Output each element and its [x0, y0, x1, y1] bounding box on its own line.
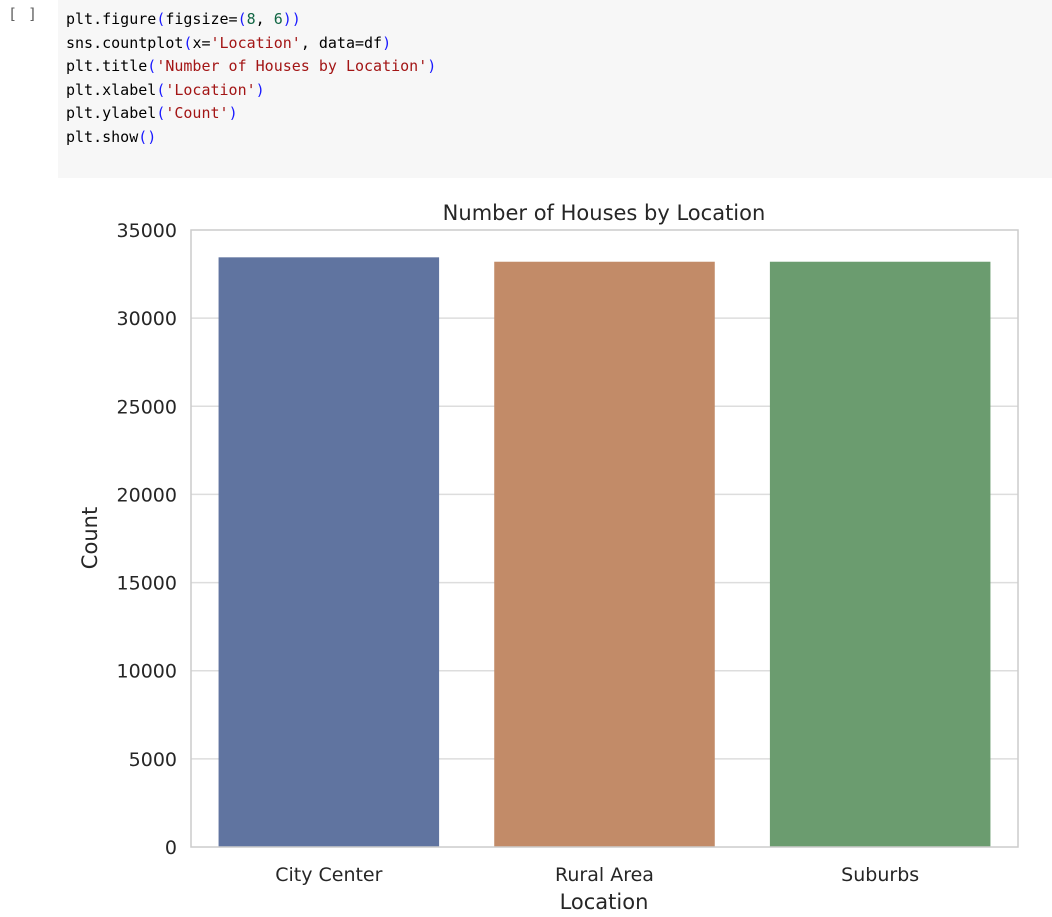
- x-tick-label: City Center: [275, 864, 382, 886]
- code-token: figsize=: [165, 10, 238, 28]
- code-token: x=: [192, 33, 211, 52]
- code-token: ): [427, 57, 437, 75]
- code-token: (: [156, 80, 166, 99]
- code-token: ): [382, 33, 392, 52]
- bar-suburbs: [769, 261, 991, 847]
- code-token: sns.countplot: [66, 33, 184, 52]
- bar-rural-area: [494, 261, 715, 847]
- code-token: 'Number of Houses by Location': [156, 57, 428, 75]
- y-tick-label: 15000: [117, 573, 177, 595]
- code-token: ): [291, 10, 301, 28]
- code-token: plt.show: [66, 127, 139, 146]
- y-axis-label: Count: [78, 507, 102, 569]
- cell-output: 0 5000 10000 15000 20000 25000 30000 35000 City…: [0, 178, 1052, 914]
- code-token: ): [147, 127, 157, 146]
- code-token: 6: [273, 10, 283, 28]
- bar-chart: 0 5000 10000 15000 20000 25000 30000 35000 City…: [78, 201, 1019, 914]
- code-line[interactable]: plt.show(): [66, 128, 156, 146]
- y-tick-label: 20000: [117, 484, 177, 506]
- code-token: 'Count': [165, 104, 229, 122]
- code-token: (: [147, 57, 157, 75]
- code-token: plt.title: [66, 57, 148, 75]
- code-line[interactable]: plt.title('Number of Houses by Location'…: [66, 57, 436, 75]
- code-token: ): [282, 10, 292, 28]
- y-tick-label: 25000: [117, 396, 177, 418]
- code-token: (: [156, 104, 166, 122]
- code-token: (: [156, 10, 166, 28]
- y-tick-label: 5000: [129, 749, 177, 771]
- y-tick-label: 0: [165, 837, 177, 859]
- code-token: plt.figure: [66, 10, 157, 28]
- run-cell-button[interactable]: [ ]: [8, 5, 39, 23]
- code-line[interactable]: plt.ylabel('Count'): [66, 104, 238, 122]
- code-line[interactable]: plt.xlabel('Location'): [66, 81, 265, 99]
- code-token: plt.xlabel: [66, 80, 157, 99]
- axes-frame: [190, 229, 1019, 848]
- bar-city-center: [218, 257, 440, 847]
- y-tick-label: 30000: [117, 308, 177, 330]
- x-tick-label: Rural Area: [555, 864, 654, 886]
- code-token: , data=df: [300, 33, 383, 52]
- code-token: plt.ylabel: [66, 104, 157, 122]
- code-token: (: [237, 10, 247, 28]
- code-token: 'Location': [165, 80, 256, 99]
- code-line[interactable]: sns.countplot(x='Location', data=df): [66, 34, 391, 52]
- code-token: ): [228, 104, 238, 122]
- x-tick-label: Suburbs: [841, 864, 919, 886]
- code-token: ,: [255, 10, 274, 28]
- code-token: (: [138, 127, 148, 146]
- code-line[interactable]: plt.figure(figsize=(8, 6)): [66, 10, 301, 28]
- code-token: (: [183, 33, 193, 52]
- chart-title: Number of Houses by Location: [443, 201, 766, 225]
- y-tick-label: 10000: [117, 661, 177, 683]
- code-token: 'Location': [210, 33, 301, 52]
- code-token: ): [255, 80, 265, 99]
- y-tick-label: 35000: [117, 220, 177, 242]
- code-token: 8: [246, 10, 256, 28]
- code-editor[interactable]: [58, 0, 1052, 178]
- x-axis-label: Location: [560, 890, 649, 912]
